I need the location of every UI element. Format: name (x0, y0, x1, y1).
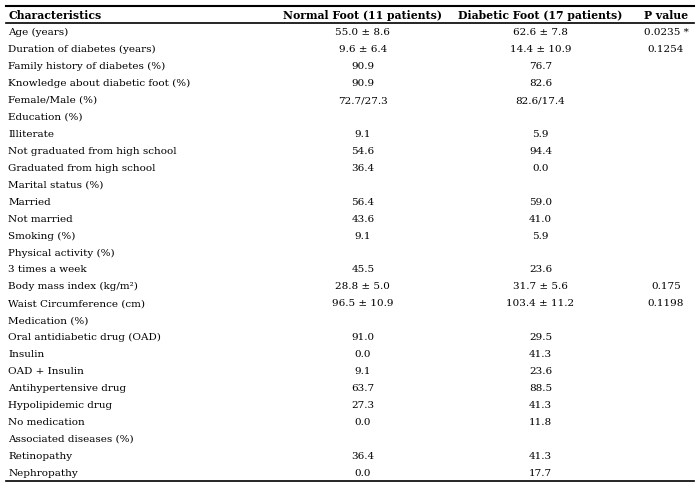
Text: 0.0: 0.0 (355, 349, 371, 358)
Text: Insulin: Insulin (8, 349, 45, 358)
Text: Marital status (%): Marital status (%) (8, 181, 104, 189)
Text: Normal Foot (11 patients): Normal Foot (11 patients) (283, 10, 443, 21)
Text: 41.3: 41.3 (529, 400, 552, 409)
Text: 56.4: 56.4 (351, 197, 374, 206)
Text: 11.8: 11.8 (529, 417, 552, 426)
Text: Knowledge about diabetic foot (%): Knowledge about diabetic foot (%) (8, 79, 190, 88)
Text: 103.4 ± 11.2: 103.4 ± 11.2 (507, 299, 574, 307)
Text: 36.4: 36.4 (351, 451, 374, 460)
Text: 59.0: 59.0 (529, 197, 552, 206)
Text: Age (years): Age (years) (8, 28, 68, 37)
Text: Smoking (%): Smoking (%) (8, 231, 76, 240)
Text: 82.6/17.4: 82.6/17.4 (516, 96, 565, 105)
Text: 0.0: 0.0 (355, 417, 371, 426)
Text: 36.4: 36.4 (351, 163, 374, 172)
Text: Waist Circumference (cm): Waist Circumference (cm) (8, 299, 146, 307)
Text: Physical activity (%): Physical activity (%) (8, 248, 115, 257)
Text: Duration of diabetes (years): Duration of diabetes (years) (8, 45, 156, 54)
Text: 96.5 ± 10.9: 96.5 ± 10.9 (332, 299, 394, 307)
Text: Medication (%): Medication (%) (8, 316, 89, 325)
Text: 45.5: 45.5 (351, 265, 374, 274)
Text: 94.4: 94.4 (529, 146, 552, 156)
Text: Oral antidiabetic drug (OAD): Oral antidiabetic drug (OAD) (8, 332, 161, 342)
Text: Education (%): Education (%) (8, 113, 83, 122)
Text: 23.6: 23.6 (529, 265, 552, 274)
Text: Not married: Not married (8, 214, 73, 223)
Text: 0.1198: 0.1198 (648, 299, 684, 307)
Text: Illiterate: Illiterate (8, 130, 54, 139)
Text: Retinopathy: Retinopathy (8, 451, 72, 460)
Text: 91.0: 91.0 (351, 332, 374, 342)
Text: 0.175: 0.175 (651, 282, 681, 291)
Text: 0.0235 *: 0.0235 * (643, 28, 689, 37)
Text: 3 times a week: 3 times a week (8, 265, 87, 274)
Text: Characteristics: Characteristics (8, 10, 102, 21)
Text: 43.6: 43.6 (351, 214, 374, 223)
Text: 55.0 ± 8.6: 55.0 ± 8.6 (335, 28, 390, 37)
Text: 9.1: 9.1 (355, 130, 371, 139)
Text: 41.0: 41.0 (529, 214, 552, 223)
Text: P value: P value (644, 10, 688, 21)
Text: Diabetic Foot (17 patients): Diabetic Foot (17 patients) (459, 10, 622, 21)
Text: 88.5: 88.5 (529, 383, 552, 392)
Text: Female/Male (%): Female/Male (%) (8, 96, 98, 105)
Text: 76.7: 76.7 (529, 62, 552, 71)
Text: 62.6 ± 7.8: 62.6 ± 7.8 (513, 28, 568, 37)
Text: Graduated from high school: Graduated from high school (8, 163, 156, 172)
Text: 41.3: 41.3 (529, 451, 552, 460)
Text: OAD + Insulin: OAD + Insulin (8, 366, 84, 375)
Text: 72.7/27.3: 72.7/27.3 (338, 96, 388, 105)
Text: Hypolipidemic drug: Hypolipidemic drug (8, 400, 112, 409)
Text: 54.6: 54.6 (351, 146, 374, 156)
Text: 31.7 ± 5.6: 31.7 ± 5.6 (513, 282, 568, 291)
Text: Body mass index (kg/m²): Body mass index (kg/m²) (8, 282, 138, 291)
Text: 63.7: 63.7 (351, 383, 374, 392)
Text: 90.9: 90.9 (351, 79, 374, 88)
Text: 5.9: 5.9 (533, 130, 549, 139)
Text: 17.7: 17.7 (529, 468, 552, 477)
Text: 14.4 ± 10.9: 14.4 ± 10.9 (510, 45, 572, 54)
Text: 82.6: 82.6 (529, 79, 552, 88)
Text: 9.1: 9.1 (355, 366, 371, 375)
Text: 41.3: 41.3 (529, 349, 552, 358)
Text: 0.0: 0.0 (355, 468, 371, 477)
Text: Nephropathy: Nephropathy (8, 468, 78, 477)
Text: Married: Married (8, 197, 51, 206)
Text: 9.6 ± 6.4: 9.6 ± 6.4 (339, 45, 387, 54)
Text: 0.1254: 0.1254 (648, 45, 684, 54)
Text: 9.1: 9.1 (355, 231, 371, 240)
Text: Family history of diabetes (%): Family history of diabetes (%) (8, 62, 166, 71)
Text: 28.8 ± 5.0: 28.8 ± 5.0 (335, 282, 390, 291)
Text: 27.3: 27.3 (351, 400, 374, 409)
Text: Not graduated from high school: Not graduated from high school (8, 146, 177, 156)
Text: 29.5: 29.5 (529, 332, 552, 342)
Text: Associated diseases (%): Associated diseases (%) (8, 434, 134, 443)
Text: 23.6: 23.6 (529, 366, 552, 375)
Text: 5.9: 5.9 (533, 231, 549, 240)
Text: No medication: No medication (8, 417, 85, 426)
Text: 90.9: 90.9 (351, 62, 374, 71)
Text: 0.0: 0.0 (533, 163, 549, 172)
Text: Antihypertensive drug: Antihypertensive drug (8, 383, 126, 392)
